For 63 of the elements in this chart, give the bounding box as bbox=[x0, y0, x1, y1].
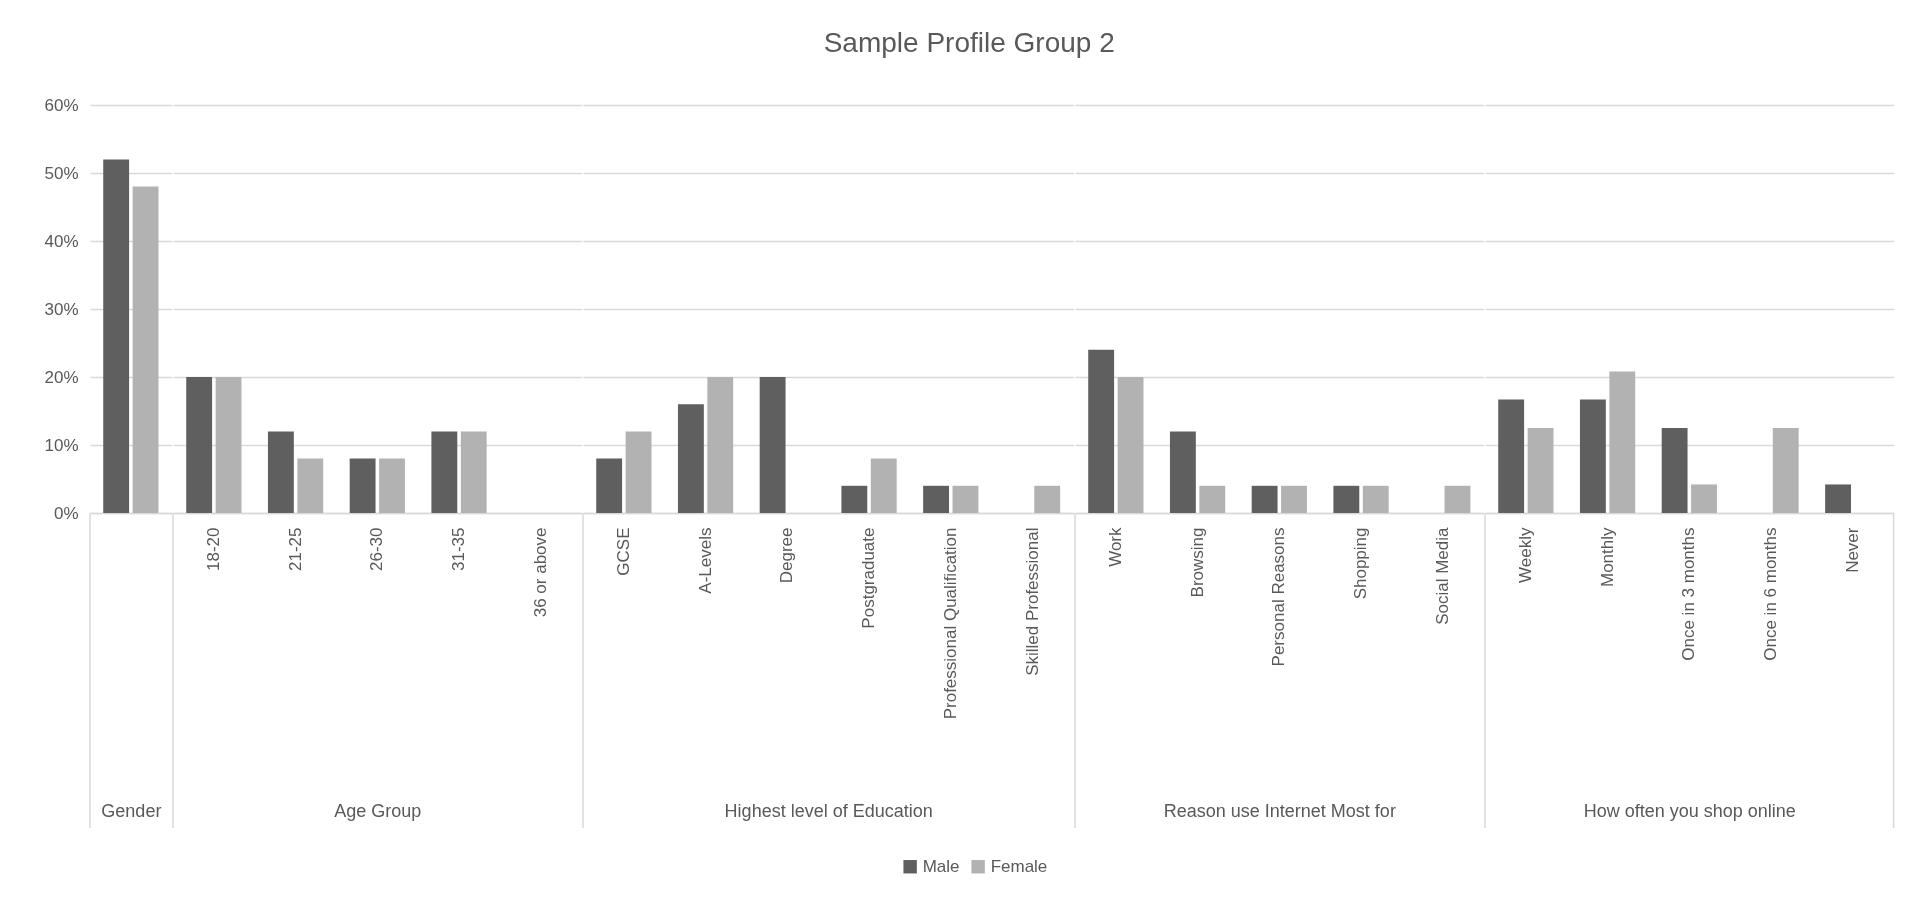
bar bbox=[1281, 485, 1307, 513]
x-tick-label: Weekly bbox=[1515, 527, 1535, 583]
x-axis-title: Gender bbox=[101, 800, 162, 821]
legend-label: Female bbox=[990, 856, 1048, 876]
bar bbox=[1034, 485, 1061, 513]
x-tick-label: A-Levels bbox=[695, 527, 715, 594]
x-tick-label: Once in 3 months bbox=[1679, 527, 1699, 661]
bar bbox=[1661, 428, 1688, 513]
y-tick-label: 30% bbox=[44, 299, 79, 319]
y-tick-label: 50% bbox=[44, 163, 79, 183]
x-tick-label: Work bbox=[1105, 527, 1125, 567]
x-axis-title: Reason use Internet Most for bbox=[1163, 800, 1396, 821]
bar bbox=[923, 485, 950, 513]
bar bbox=[952, 485, 979, 513]
y-tick-label: 10% bbox=[44, 435, 79, 455]
x-tick-label: 36 or above bbox=[530, 527, 550, 618]
x-tick-label: Shopping bbox=[1351, 527, 1371, 600]
bar bbox=[1579, 399, 1606, 513]
x-axis-title: How often you shop online bbox=[1583, 800, 1796, 821]
bar bbox=[707, 377, 734, 513]
bar bbox=[1088, 349, 1115, 513]
bar bbox=[596, 458, 623, 513]
bar bbox=[1825, 484, 1852, 513]
x-tick-label: Social Media bbox=[1432, 526, 1452, 625]
x-tick-label: Postgraduate bbox=[859, 527, 879, 629]
bar bbox=[625, 431, 652, 513]
bar bbox=[677, 404, 704, 513]
bar bbox=[759, 377, 786, 513]
legend-label: Male bbox=[922, 856, 960, 876]
x-tick-label: Once in 6 months bbox=[1761, 527, 1781, 661]
x-tick-label: Monthly bbox=[1597, 527, 1617, 588]
bar bbox=[1527, 428, 1554, 513]
y-tick-label: 20% bbox=[44, 367, 79, 387]
y-tick-label: 60% bbox=[44, 95, 79, 115]
x-tick-label: Personal Reasons bbox=[1269, 527, 1289, 667]
y-tick-label: 40% bbox=[44, 231, 79, 251]
x-tick-label: Browsing bbox=[1187, 527, 1207, 598]
x-tick-label: 31-35 bbox=[449, 527, 469, 571]
bar bbox=[1199, 485, 1226, 513]
bar bbox=[841, 485, 868, 513]
x-tick-label: 26-30 bbox=[367, 527, 387, 571]
y-tick-label: 0% bbox=[53, 503, 79, 523]
bar bbox=[1444, 485, 1471, 513]
x-axis-title: Age Group bbox=[334, 800, 422, 821]
x-tick-label: Never bbox=[1842, 527, 1862, 573]
x-tick-label: Professional Qualification bbox=[940, 527, 960, 720]
bar bbox=[1362, 485, 1389, 513]
x-tick-label: GCSE bbox=[613, 527, 633, 576]
x-tick-label: 18-20 bbox=[203, 527, 223, 571]
x-tick-label: Degree bbox=[777, 527, 797, 584]
bar bbox=[1169, 431, 1196, 513]
chart-title: Sample Profile Group 2 bbox=[823, 27, 1115, 58]
bar bbox=[1333, 485, 1360, 513]
bar bbox=[1609, 371, 1636, 513]
bar bbox=[1772, 428, 1799, 513]
x-axis-title: Highest level of Education bbox=[724, 800, 933, 821]
bar bbox=[1498, 399, 1525, 513]
bar bbox=[1691, 484, 1717, 513]
bar bbox=[1117, 377, 1144, 513]
x-tick-label: Skilled Professional bbox=[1022, 527, 1042, 676]
bar bbox=[870, 458, 897, 513]
x-tick-label: 21-25 bbox=[285, 527, 305, 571]
bar bbox=[1251, 485, 1278, 513]
